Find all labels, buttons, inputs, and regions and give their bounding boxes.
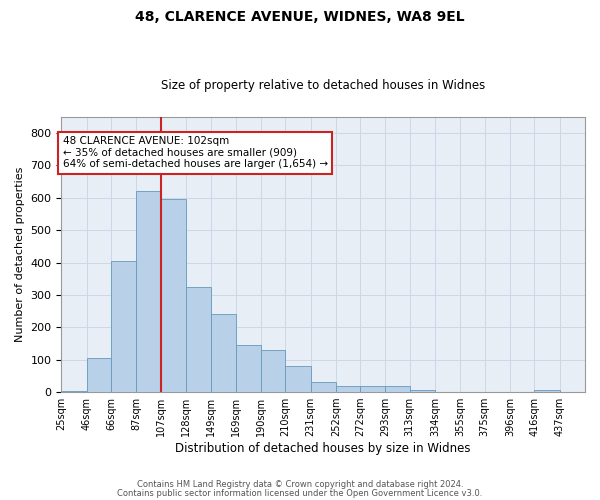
Bar (261, 350, 285, 392)
Bar (136, 192, 161, 392)
Text: Contains HM Land Registry data © Crown copyright and database right 2024.: Contains HM Land Registry data © Crown c… (137, 480, 463, 489)
Bar (61, 391, 87, 392)
Text: Contains public sector information licensed under the Open Government Licence v3: Contains public sector information licen… (118, 489, 482, 498)
Bar (360, 386, 385, 392)
Bar (87, 358, 111, 392)
Bar (285, 366, 311, 392)
Bar (311, 382, 336, 392)
Title: Size of property relative to detached houses in Widnes: Size of property relative to detached ho… (161, 79, 485, 92)
Bar (211, 314, 236, 392)
Bar (410, 390, 435, 392)
Bar (534, 390, 560, 392)
Bar (161, 200, 186, 392)
X-axis label: Distribution of detached houses by size in Widnes: Distribution of detached houses by size … (175, 442, 471, 455)
Text: 48, CLARENCE AVENUE, WIDNES, WA8 9EL: 48, CLARENCE AVENUE, WIDNES, WA8 9EL (135, 10, 465, 24)
Bar (385, 386, 410, 392)
Bar (186, 287, 211, 392)
Text: 48 CLARENCE AVENUE: 102sqm
← 35% of detached houses are smaller (909)
64% of sem: 48 CLARENCE AVENUE: 102sqm ← 35% of deta… (62, 136, 328, 170)
Bar (111, 261, 136, 392)
Y-axis label: Number of detached properties: Number of detached properties (15, 166, 25, 342)
Bar (336, 386, 360, 392)
Bar (236, 345, 261, 392)
